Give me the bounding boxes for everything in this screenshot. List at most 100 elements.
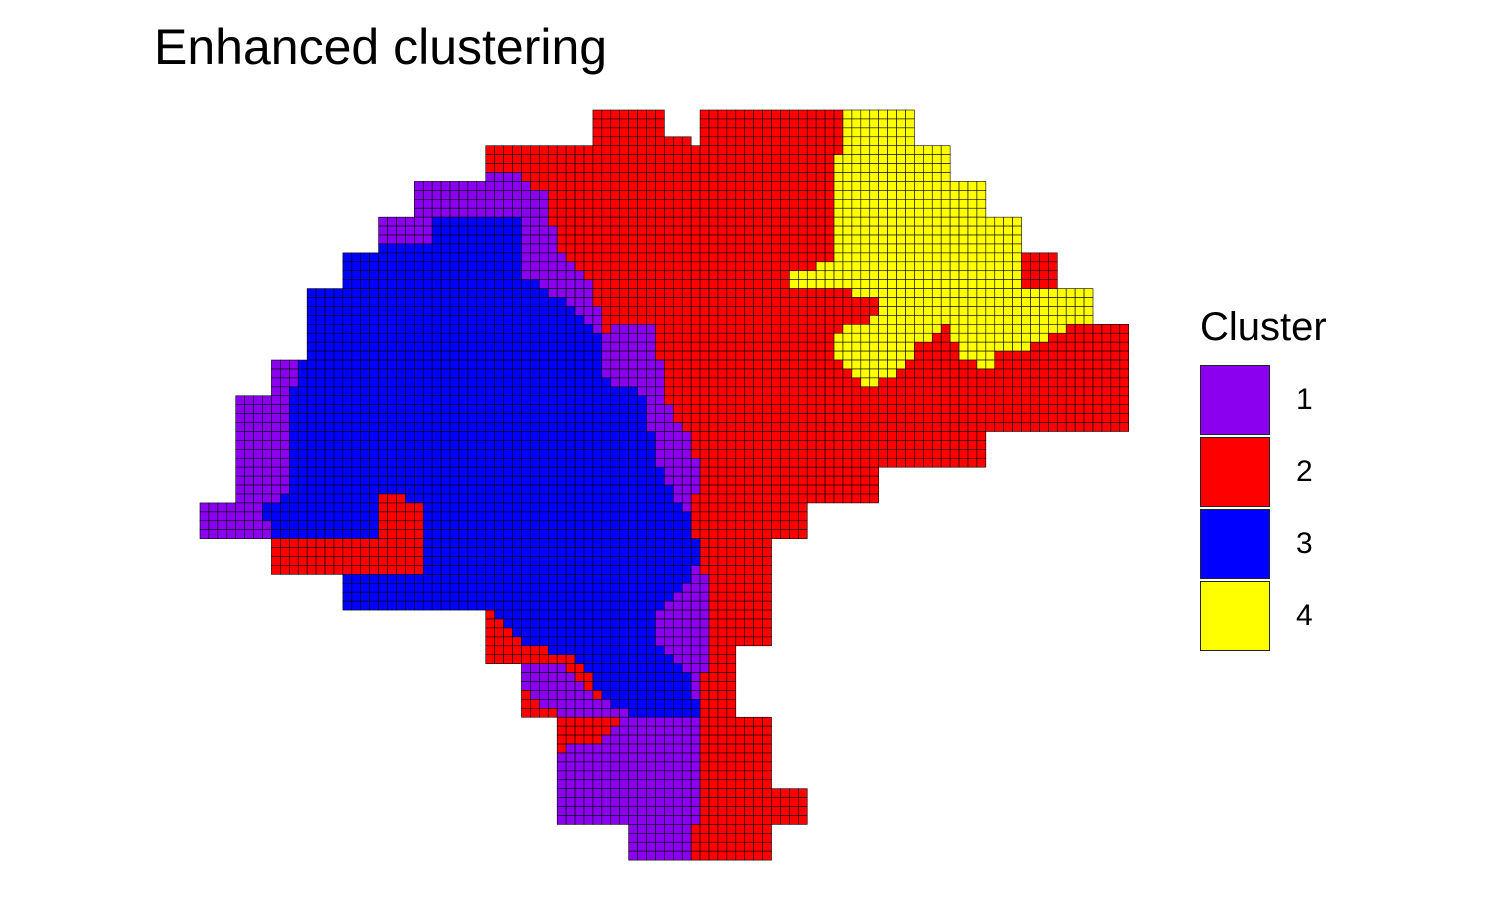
cluster-cell-2 [717,690,728,700]
cluster-cell-2 [717,216,728,227]
cluster-cell-2 [574,716,585,727]
cluster-cell-2 [717,600,728,611]
cluster-cell-4 [878,216,888,227]
cluster-cell-3 [530,359,540,370]
cluster-cell-4 [842,216,853,227]
cluster-cell-1 [619,806,629,816]
cluster-cell-4 [789,279,799,289]
cluster-cell-3 [378,449,388,459]
cluster-cell-2 [646,306,656,316]
cluster-cell-3 [288,475,299,486]
cluster-cell-1 [655,806,665,816]
cluster-cell-3 [521,609,531,620]
cluster-cell-3 [449,377,460,388]
cluster-cell-2 [1048,368,1058,379]
cluster-cell-3 [476,565,487,575]
cluster-cell-2 [753,824,763,834]
cluster-cell-1 [574,761,585,772]
cluster-cell-1 [583,770,594,781]
cluster-cell-1 [217,502,228,513]
cluster-cell-2 [798,252,808,263]
cluster-cell-1 [646,761,656,772]
cluster-cell-1 [637,761,647,772]
cluster-cell-3 [503,574,513,584]
cluster-cell-3 [583,431,594,441]
cluster-cell-1 [574,279,585,289]
cluster-cell-2 [958,359,969,370]
cluster-cell-2 [762,824,772,834]
cluster-cell-1 [610,341,621,352]
cluster-cell-4 [1012,297,1022,307]
cluster-cell-2 [592,207,603,218]
cluster-cell-3 [351,502,362,513]
cluster-cell-4 [976,332,987,343]
cluster-cell-3 [467,556,478,566]
cluster-cell-2 [744,850,754,861]
cluster-cell-1 [681,815,692,825]
cluster-cell-1 [655,413,665,423]
cluster-cell-2 [753,350,763,361]
cluster-cell-2 [672,413,683,423]
cluster-cell-3 [449,288,460,298]
cluster-cell-1 [280,457,290,468]
cluster-cell-4 [923,252,933,263]
cluster-cell-3 [592,538,603,548]
cluster-cell-1 [280,440,290,450]
cluster-cell-4 [1012,306,1022,316]
cluster-cell-2 [610,172,621,182]
cluster-cell-2 [735,324,746,334]
cluster-cell-2 [869,457,879,468]
cluster-cell-1 [672,770,683,781]
cluster-cell-2 [1048,422,1058,432]
cluster-cell-2 [914,395,924,405]
cluster-cell-2 [735,315,746,325]
cluster-cell-3 [556,457,567,468]
cluster-cell-3 [476,493,487,504]
cluster-cell-1 [637,797,647,807]
cluster-cell-3 [431,332,442,343]
cluster-cell-2 [806,457,817,468]
cluster-cell-2 [896,377,906,388]
cluster-cell-2 [574,163,585,173]
cluster-cell-1 [574,743,585,754]
cluster-cell-2 [896,449,906,459]
cluster-cell-3 [646,654,656,664]
cluster-cell-2 [789,324,799,334]
cluster-cell-2 [771,350,781,361]
cluster-cell-1 [646,770,656,781]
cluster-cell-2 [744,556,754,566]
cluster-cell-2 [744,457,754,468]
cluster-cell-4 [931,216,942,227]
cluster-cell-3 [396,359,406,370]
cluster-cell-4 [967,279,978,289]
cluster-cell-4 [905,288,915,298]
cluster-cell-3 [369,252,379,263]
cluster-cell-2 [699,404,710,414]
cluster-cell-2 [798,806,808,816]
cluster-cell-3 [288,440,299,450]
cluster-cell-2 [789,306,799,316]
cluster-cell-2 [1039,377,1049,388]
cluster-cell-4 [860,377,871,388]
cluster-cell-3 [655,529,665,539]
cluster-cell-2 [753,547,763,557]
cluster-cell-1 [530,190,540,200]
cluster-cell-4 [842,350,853,361]
cluster-cell-4 [905,154,915,164]
cluster-cell-3 [672,502,683,513]
cluster-cell-2 [717,279,728,289]
cluster-cell-2 [628,109,638,120]
cluster-cell-1 [422,199,433,209]
cluster-cell-2 [851,484,862,495]
cluster-cell-3 [530,565,540,575]
cluster-cell-2 [655,163,665,173]
cluster-cell-2 [601,109,612,120]
cluster-cell-3 [494,484,504,495]
cluster-cell-3 [324,297,335,307]
cluster-cell-2 [708,413,719,423]
cluster-cell-4 [878,118,888,129]
cluster-cell-2 [735,395,746,405]
cluster-cell-1 [565,806,576,816]
cluster-cell-3 [512,395,522,405]
cluster-cell-2 [771,484,781,495]
